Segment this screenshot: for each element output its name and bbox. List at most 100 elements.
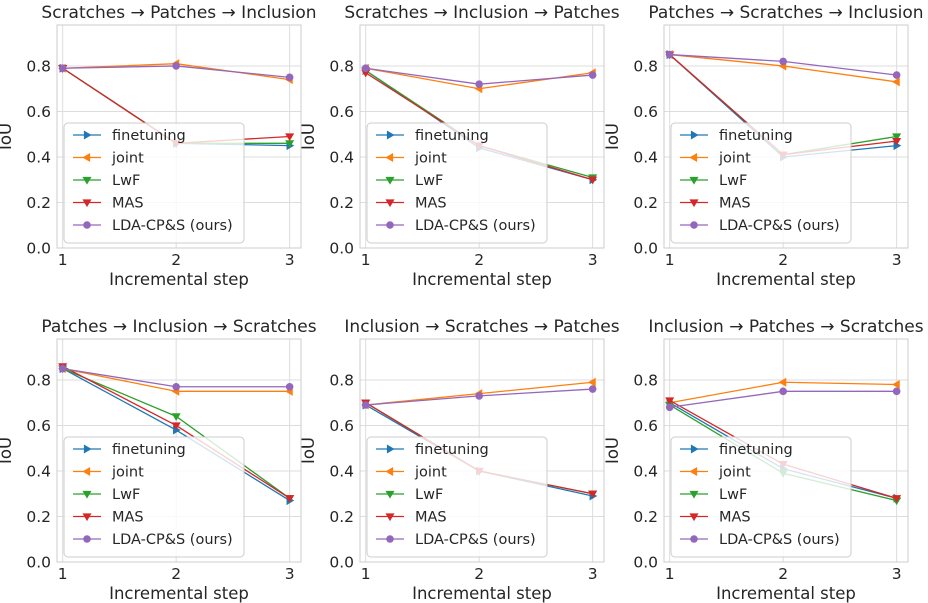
chart-4-xtick-label: 1 (58, 565, 68, 583)
chart-5-xtick-label: 1 (361, 565, 371, 583)
chart-2-title: Scratches → Inclusion → Patches (344, 3, 619, 23)
chart-6-legend-marker (689, 490, 699, 499)
chart-1-xtick-label: 2 (171, 251, 181, 269)
chart-5-series-5-point (475, 392, 483, 400)
chart-1-xtick-label: 1 (58, 251, 68, 269)
chart-4-x-axis-label: Incremental step (109, 584, 249, 603)
chart-6-x-axis-label: Incremental step (716, 584, 856, 603)
chart-3-legend-marker (689, 176, 699, 185)
chart-5-legend-label: finetuning (415, 442, 489, 458)
chart-3-legend-marker (690, 221, 698, 229)
chart-3-series-5-point (892, 71, 901, 79)
chart-4-legend-marker (82, 490, 92, 499)
chart-2-xtick-label: 1 (361, 251, 371, 269)
chart-6-series-5-point (779, 387, 787, 396)
chart-5-legend-marker (385, 490, 395, 499)
chart-5-title: Inclusion → Scratches → Patches (344, 317, 619, 337)
chart-2-series-4-point (588, 176, 598, 185)
chart-6-legend-marker (690, 535, 698, 543)
chart-1-ytick-label: 0.8 (26, 57, 51, 75)
chart-3-legend-label: LDA-CP&S (ours) (719, 218, 840, 234)
chart-3-legend-label: MAS (719, 196, 751, 212)
chart-5-series-4-point (588, 490, 598, 499)
chart-1-legend-label: joint (111, 151, 144, 167)
chart-5-legend-label: MAS (415, 510, 447, 526)
chart-3-xtick-label: 3 (892, 251, 902, 269)
chart-5-legend-marker (385, 466, 394, 477)
chart-3-ytick-label: 0.4 (633, 148, 658, 166)
chart-3-frame (663, 24, 909, 249)
chart-1-ytick-label: 0.6 (26, 103, 51, 121)
chart-2-legend-marker (385, 199, 395, 208)
chart-1-legend-label: LDA-CP&S (ours) (112, 218, 233, 234)
chart-3-legend-marker (689, 152, 698, 163)
chart-3-series-4-point (892, 137, 902, 146)
chart-1-y-axis-label: IoU (0, 123, 15, 150)
chart-4: 0.0 0.2 0.4 0.6 0.8 1 2 3 Incremental step IoU Pat… (0, 317, 317, 603)
chart-2-legend-marker (386, 130, 395, 140)
chart-1-x-axis-label: Incremental step (109, 270, 249, 289)
chart-5-legend-label: LDA-CP&S (ours) (415, 532, 536, 548)
chart-6-series-4-point (665, 397, 675, 406)
chart-6-series-2-point (778, 377, 787, 387)
chart-2-xtick-label: 2 (474, 251, 484, 269)
chart-2-frame (359, 24, 605, 249)
chart-4-series-4-point (285, 495, 295, 503)
chart-6-series-5-point (892, 387, 901, 396)
chart-3-ytick-label: 0.6 (633, 103, 658, 121)
chart-3: 0.0 0.2 0.4 0.6 0.8 1 2 3 Incremental step IoU Pat… (603, 3, 924, 289)
chart-1-series-5-point (285, 73, 294, 82)
chart-6-legend (670, 436, 852, 558)
chart-6-legend-marker (690, 444, 699, 454)
chart-5-series-2-point (588, 377, 596, 387)
chart-4-series-5-point (285, 382, 294, 391)
chart-1-series-5-point (172, 62, 180, 70)
chart-6-xtick-label: 3 (892, 565, 902, 583)
chart-6-ytick-label: 0.4 (633, 462, 658, 480)
chart-4-legend-label: LwF (112, 487, 140, 503)
chart-4-legend-label: finetuning (112, 442, 186, 458)
chart-2-legend-marker (385, 152, 394, 163)
chart-6-series-4-point (892, 495, 902, 503)
chart-3-ytick-label: 0.0 (633, 240, 658, 258)
chart-4-ytick-label: 0.6 (26, 417, 51, 435)
chart-6-frame (663, 338, 909, 563)
chart-2-series-5-point (361, 64, 370, 73)
chart-4-legend-label: MAS (112, 510, 144, 526)
chart-3-legend-marker (689, 199, 699, 208)
chart-4-legend (63, 436, 245, 558)
chart-6-legend-label: joint (718, 465, 751, 481)
chart-6-xtick-label: 1 (665, 565, 675, 583)
chart-3-series-5-point (665, 50, 674, 59)
chart-2-series-5-point (588, 71, 597, 79)
chart-6-ytick-label: 0.0 (633, 554, 658, 572)
chart-1-ytick-label: 0.4 (26, 148, 51, 166)
chart-2-legend-label: finetuning (415, 128, 489, 144)
chart-4-title: Patches → Inclusion → Scratches (41, 317, 316, 337)
chart-6-legend-label: LDA-CP&S (ours) (719, 532, 840, 548)
chart-6-legend-marker (689, 466, 698, 477)
chart-4-legend-label: joint (111, 465, 144, 481)
chart-3-title: Patches → Scratches → Inclusion (648, 3, 923, 23)
chart-4-legend-marker (82, 466, 91, 477)
chart-6-ytick-label: 0.8 (633, 371, 658, 389)
chart-5-xtick-label: 3 (588, 565, 598, 583)
chart-6-legend-label: LwF (719, 487, 747, 503)
chart-3-xtick-label: 1 (665, 251, 675, 269)
chart-5-legend-label: joint (414, 465, 447, 481)
chart-2-legend (366, 122, 548, 244)
chart-1: 0.0 0.2 0.4 0.6 0.8 1 2 3 Incremental step IoU Scr… (0, 3, 317, 289)
chart-2-ytick-label: 0.6 (329, 103, 354, 121)
chart-5-legend-marker (386, 444, 395, 454)
chart-4-legend-marker (83, 444, 92, 454)
chart-3-ytick-label: 0.2 (633, 194, 658, 212)
chart-3-legend-label: finetuning (719, 128, 793, 144)
chart-2: 0.0 0.2 0.4 0.6 0.8 1 2 3 Incremental step IoU Scr… (299, 3, 620, 289)
chart-1-legend-label: finetuning (112, 128, 186, 144)
chart-4-ytick-label: 0.8 (26, 371, 51, 389)
chart-2-legend-marker (386, 221, 394, 229)
chart-3-legend-marker (690, 130, 699, 140)
chart-1-legend-label: LwF (112, 173, 140, 189)
chart-4-ytick-label: 0.4 (26, 462, 51, 480)
